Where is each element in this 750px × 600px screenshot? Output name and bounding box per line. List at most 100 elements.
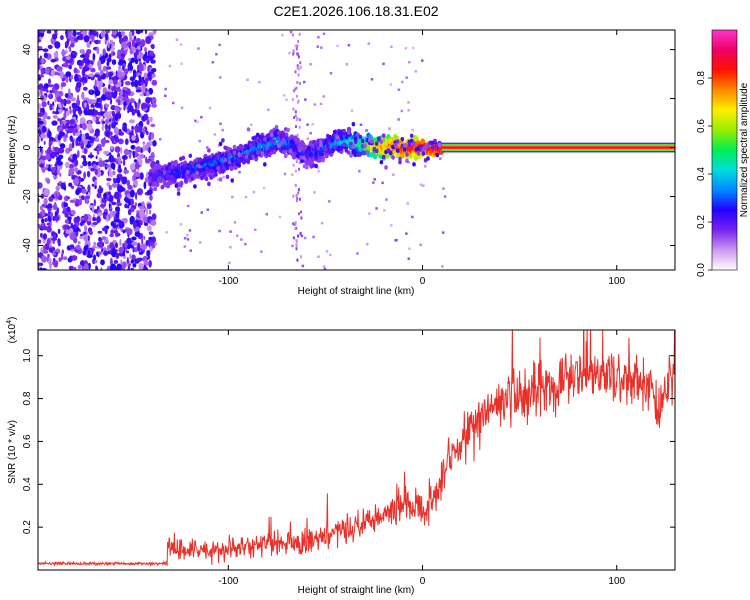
line-band-core [441,146,675,149]
noise-mark [95,155,98,160]
noise-mark [148,231,154,235]
scatter-mark [419,243,422,247]
ridge-halo-mark [181,174,186,179]
streak-mark [298,212,300,216]
noise-mark [128,151,131,158]
streak-mark [292,49,295,53]
scatter-mark [240,238,243,241]
noise-mark [95,137,100,142]
ridge-halo-mark [186,170,190,175]
noise-mark [65,55,71,60]
noise-mark [58,257,62,262]
noise-mark [52,111,56,114]
noise-mark [52,203,58,211]
scatter-mark [406,202,409,205]
noise-mark [63,224,69,230]
noise-mark [40,58,45,64]
noise-mark [104,118,110,125]
noise-mark [138,262,144,270]
noise-mark [100,267,103,270]
scatter-mark [260,250,263,253]
noise-mark [52,105,55,111]
noise-mark [43,188,50,196]
noise-mark [146,203,152,210]
ridge-halo-mark [384,165,388,170]
noise-mark [43,52,49,59]
noise-mark [138,64,144,72]
noise-mark [118,59,123,63]
streak-mark [292,194,295,198]
noise-mark [56,96,62,103]
noise-mark [129,36,133,42]
streak-mark [295,125,297,129]
noise-mark [59,172,62,177]
noise-mark [45,152,51,161]
noise-mark [72,107,77,115]
noise-mark [141,102,148,109]
scatter-mark [368,212,371,215]
noise-mark [94,132,100,137]
scatter-mark [358,169,361,173]
noise-mark [96,116,99,124]
noise-mark [89,89,93,93]
ridge-halo-mark [314,155,318,160]
noise-mark [83,171,86,180]
noise-mark [69,119,76,125]
noise-mark [83,35,90,43]
noise-mark [52,233,57,239]
noise-mark [121,155,128,160]
noise-mark [106,57,112,63]
noise-mark [116,202,122,207]
streak-mark [299,61,302,65]
noise-mark [142,266,149,270]
noise-mark [93,199,97,207]
ridge-halo-mark [381,133,386,138]
scatter-mark [316,166,320,169]
noise-mark [143,235,146,240]
noise-mark [82,80,85,86]
noise-mark [130,267,135,270]
noise-mark [56,207,60,214]
noise-mark [139,172,144,180]
noise-mark [133,52,138,60]
noise-mark [38,120,44,125]
noise-mark [54,41,61,49]
noise-mark [67,127,74,134]
ridge-halo-mark [249,143,253,148]
noise-mark [109,152,112,158]
scatter-mark [165,231,168,234]
noise-mark [115,177,121,184]
ridge-halo-mark [176,191,181,196]
scatter-mark [206,208,210,211]
noise-mark [107,41,110,49]
scatter-mark [180,62,183,65]
noise-mark [128,263,132,267]
noise-mark [74,73,79,82]
noise-mark [106,214,109,220]
noise-mark [54,169,57,177]
noise-mark [62,210,68,215]
streak-mark [297,55,300,59]
noise-mark [52,260,59,267]
streak-mark [295,86,298,90]
noise-mark [44,68,50,75]
noise-mark [93,209,97,213]
colorbar-tick-label: 0.0 [696,263,707,277]
snr-panel: -100 0 100 0.2 0.4 0.6 0.8 1.0 Height of strai… [6,317,676,596]
noise-mark [44,218,48,222]
noise-mark [40,67,44,75]
noise-mark [66,196,70,200]
scatter-mark [288,51,291,55]
y-tick-label: 40 [22,44,33,56]
ridge-halo-mark [381,154,386,160]
ridge-halo-mark [365,150,370,155]
streak-mark [294,70,297,74]
scatter-mark [408,61,411,64]
scatter-mark [317,170,320,173]
noise-mark [100,69,104,76]
scatter-mark [278,215,282,219]
ridge-halo-mark [174,183,179,188]
noise-mark [120,227,124,232]
ridge-halo-mark [323,147,328,152]
noise-mark [69,259,72,263]
